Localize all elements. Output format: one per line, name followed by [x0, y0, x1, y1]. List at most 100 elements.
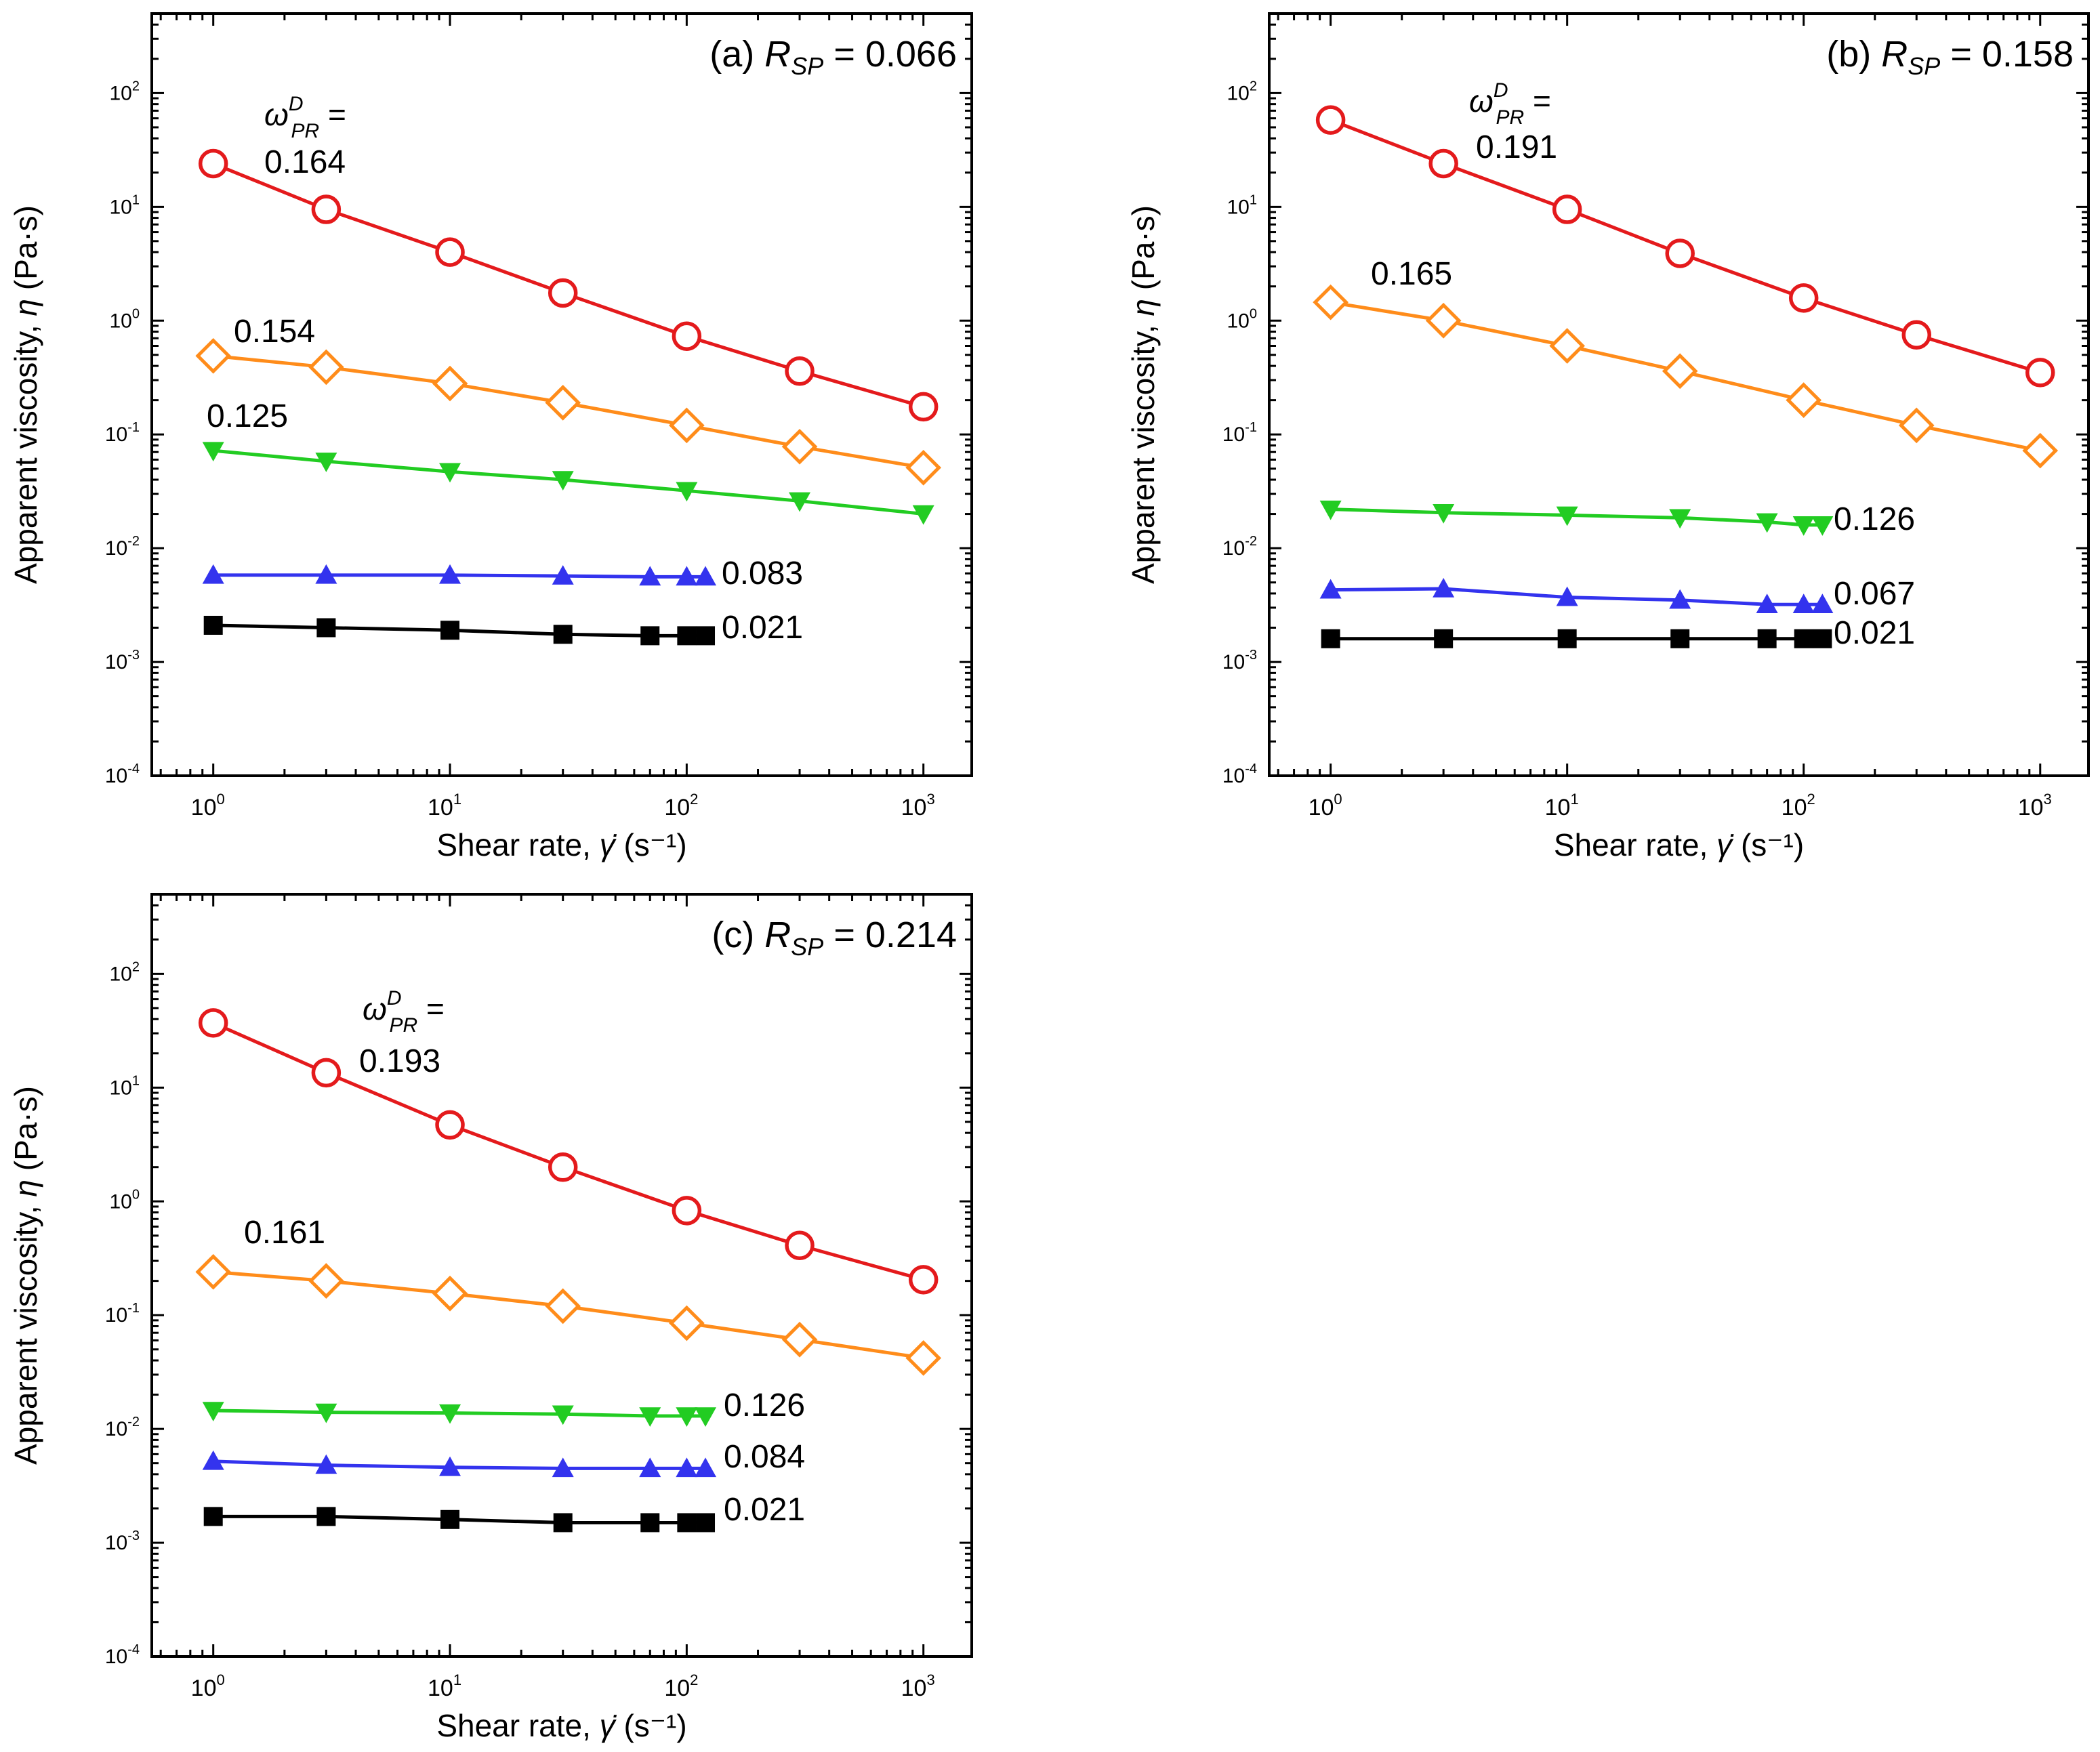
data-point: [1756, 513, 1778, 533]
series-label: 0.165: [1371, 256, 1452, 292]
panel-title: (a) RSP = 0.066: [709, 34, 957, 80]
data-point: [203, 615, 223, 635]
series-triangle-down: 0.125: [202, 398, 934, 525]
plot-frame: [150, 12, 973, 777]
series-triangle-down: 0.126: [202, 1388, 805, 1427]
series-diamond: 0.165: [1313, 256, 2059, 469]
data-point: [672, 1196, 702, 1226]
data-point: [311, 1058, 342, 1088]
series-label: 0.067: [1834, 576, 1915, 612]
data-point: [203, 1507, 223, 1526]
data-point: [432, 365, 468, 402]
series-line: [1330, 507, 1823, 527]
series-label: 0.126: [1834, 501, 1915, 537]
x-axis-label: Shear rate, γ̇ (s⁻¹): [1554, 827, 1804, 862]
y-tick-label: 10-3: [105, 1528, 140, 1554]
data-point: [1813, 629, 1832, 648]
data-point: [439, 564, 461, 584]
data-point: [1556, 506, 1578, 526]
data-point: [1786, 382, 1822, 418]
series-label: 0.083: [722, 556, 803, 591]
y-axis: 10-4 10-3 10-2 10-1 100 101 102: [1222, 12, 2088, 787]
series-circle: 0.164: [198, 144, 939, 422]
data-point: [676, 1457, 698, 1478]
data-point: [435, 237, 465, 267]
x-tick-label: 100: [191, 1671, 225, 1701]
data-point: [553, 625, 573, 644]
series-triangle-up: 0.067: [1319, 576, 1915, 614]
data-point: [545, 385, 581, 421]
y-tick-label: 102: [1227, 79, 1258, 104]
y-tick-label: 10-2: [105, 1415, 140, 1440]
data-point: [1428, 148, 1458, 179]
data-point: [1669, 589, 1691, 609]
series-triangle-up: 0.084: [202, 1439, 805, 1478]
data-point: [2022, 432, 2059, 469]
x-axis: 100 101 102 103: [159, 14, 935, 820]
x-tick-label: 101: [428, 791, 461, 820]
data-point: [781, 1321, 818, 1358]
y-axis-label: Apparent viscosity, η (Pa·s): [8, 1086, 43, 1465]
series-line: [1330, 587, 1823, 606]
y-tick-label: 100: [110, 306, 140, 332]
data-point: [1315, 105, 1346, 135]
y-tick-label: 10-2: [105, 534, 140, 560]
series-label: 0.191: [1476, 129, 1557, 165]
data-point: [905, 1340, 942, 1376]
chart-panel: 100 101 102 103 10-4 10-3 10-2 10-1 100 101 102 She…: [8, 893, 973, 1743]
data-point: [676, 482, 698, 502]
data-point: [1665, 238, 1695, 268]
y-tick-label: 10-2: [1222, 534, 1257, 560]
data-point: [548, 1152, 578, 1182]
data-point: [640, 626, 660, 646]
data-point: [639, 1457, 661, 1478]
y-axis: 10-4 10-3 10-2 10-1 100 101 102: [105, 12, 972, 787]
series-circle: 0.193: [198, 1008, 939, 1295]
data-point: [640, 1513, 660, 1532]
data-point: [695, 1457, 717, 1478]
series-label: 0.126: [724, 1388, 805, 1423]
x-tick-label: 101: [428, 1671, 461, 1701]
data-point: [552, 1457, 574, 1478]
y-axis: 10-4 10-3 10-2 10-1 100 101 102: [105, 893, 972, 1668]
y-tick-label: 101: [1227, 192, 1258, 218]
series-label: 0.161: [244, 1215, 325, 1251]
data-point: [1557, 629, 1577, 648]
data-point: [439, 1456, 461, 1476]
data-point: [785, 1230, 815, 1261]
data-point: [695, 1407, 717, 1427]
data-point: [202, 1402, 224, 1422]
x-tick-label: 100: [191, 791, 225, 820]
x-tick-label: 103: [901, 1671, 935, 1701]
data-point: [1321, 629, 1340, 648]
data-point: [669, 1305, 705, 1341]
series-label: 0.154: [234, 314, 315, 350]
series-triangle-up: 0.083: [202, 556, 803, 591]
data-point: [1662, 353, 1698, 390]
data-point: [1811, 516, 1834, 536]
x-tick-label: 101: [1545, 791, 1579, 820]
y-tick-label: 10-1: [105, 420, 140, 446]
data-point: [316, 1507, 336, 1526]
x-axis-label: Shear rate, γ̇ (s⁻¹): [436, 1708, 686, 1743]
data-point: [1901, 320, 1931, 350]
series-circle: 0.191: [1315, 105, 2055, 388]
data-point: [202, 564, 224, 584]
series-square: 0.021: [1321, 615, 1915, 651]
data-point: [1794, 629, 1813, 648]
y-tick-label: 100: [1227, 306, 1258, 332]
y-tick-label: 10-1: [105, 1301, 140, 1327]
data-point: [1313, 284, 1348, 320]
series-diamond: 0.154: [195, 314, 942, 486]
x-axis-label: Shear rate, γ̇ (s⁻¹): [436, 827, 686, 862]
data-point: [315, 1403, 337, 1423]
data-point: [1425, 302, 1462, 339]
series-label: 0.021: [722, 610, 803, 646]
data-point: [781, 428, 818, 465]
y-tick-label: 101: [110, 192, 140, 218]
data-point: [696, 626, 716, 646]
data-point: [1756, 593, 1778, 614]
data-point: [677, 1513, 697, 1532]
y-tick-label: 100: [110, 1187, 140, 1213]
